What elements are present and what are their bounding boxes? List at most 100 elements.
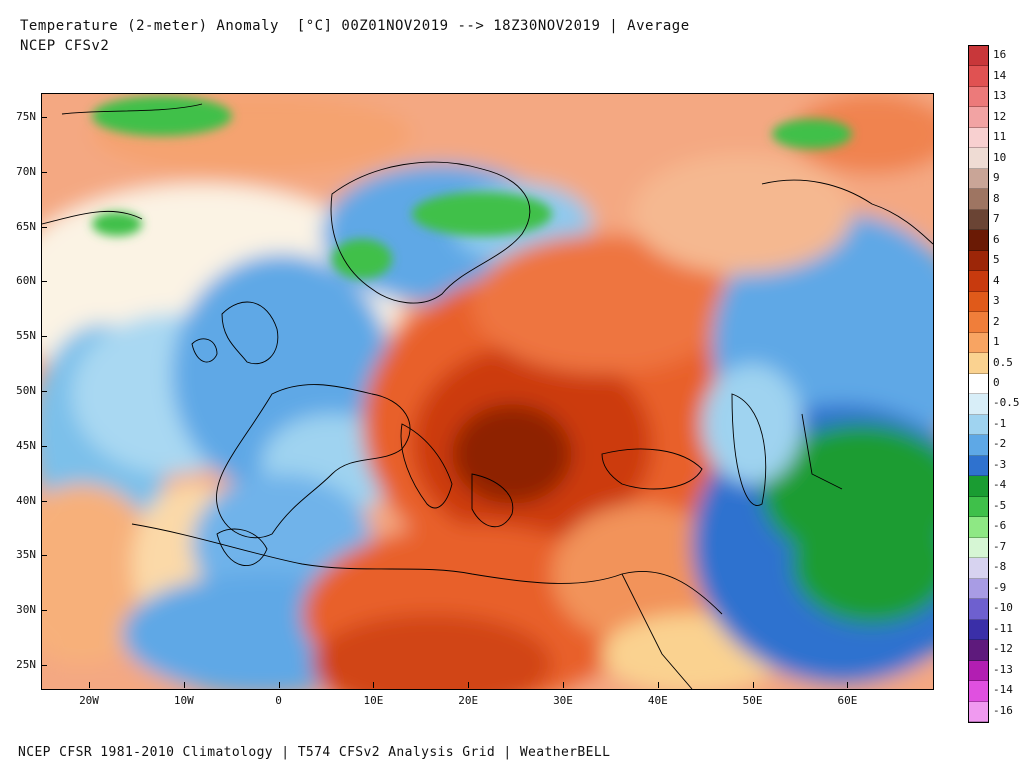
colorbar-swatch (969, 353, 988, 374)
colorbar-label: -8 (993, 560, 1007, 574)
lat-tick (41, 555, 47, 557)
anomaly-greens (92, 96, 852, 279)
lat-tick (41, 117, 47, 118)
colorbar-label: -9 (993, 580, 1007, 594)
colorbar-label: 10 (993, 150, 1007, 164)
colorbar-label: 0.5 (993, 355, 1013, 369)
colorbar-label: -5 (993, 498, 1007, 512)
colorbar-swatch (969, 250, 988, 272)
lat-tick (41, 226, 47, 228)
colorbar-label: 12 (993, 109, 1007, 123)
colorbar-swatch (969, 435, 988, 456)
lon-tick-label: 0 (275, 694, 282, 707)
colorbar-swatch (969, 209, 988, 231)
lat-tick (41, 336, 47, 338)
colorbar-swatch (969, 168, 988, 190)
colorbar-label: -11 (993, 621, 1013, 635)
lat-tick-label: 50N (16, 384, 36, 397)
colorbar-swatch (969, 189, 988, 210)
colorbar-label: 0 (993, 376, 1000, 389)
lat-tick-label: 40N (16, 493, 36, 507)
colorbar-label: 9 (993, 171, 1000, 185)
lon-tick-label: 30E (553, 694, 573, 707)
colorbar-swatch (969, 332, 988, 354)
colorbar-label: -6 (993, 519, 1007, 533)
colorbar-label: -3 (993, 457, 1007, 471)
colorbar (968, 45, 989, 723)
lon-tick (657, 682, 659, 688)
anomaly-map-svg (42, 94, 933, 689)
colorbar-label: -2 (993, 437, 1007, 451)
lon-tick (847, 682, 849, 688)
colorbar-swatch (969, 291, 988, 313)
lat-tick-label: 35N (16, 548, 36, 562)
colorbar-label: 16 (993, 48, 1007, 62)
lon-tick (373, 682, 375, 688)
lat-tick-label: 55N (16, 329, 36, 343)
colorbar-label: -16 (993, 703, 1013, 717)
colorbar-swatch (969, 660, 988, 682)
colorbar-swatch (969, 496, 988, 518)
lon-tick-label: 40E (647, 694, 668, 707)
colorbar-label: -0.5 (993, 396, 1020, 410)
colorbar-label: 13 (993, 89, 1007, 103)
colorbar-swatch (969, 517, 988, 538)
colorbar-swatch (969, 599, 988, 620)
colorbar-label: 3 (993, 294, 1000, 308)
anomaly-map (41, 93, 934, 690)
lat-tick (41, 391, 47, 392)
lat-tick (41, 610, 47, 612)
lat-tick-label: 65N (16, 219, 36, 233)
colorbar-swatch (969, 46, 988, 67)
colorbar-swatch (969, 558, 988, 579)
lon-tick-label: 60E (837, 694, 858, 707)
lat-tick-label: 70N (16, 164, 36, 178)
coastlines (42, 103, 933, 689)
lat-tick-label: 75N (16, 110, 36, 123)
lon-tick (183, 682, 185, 688)
colorbar-label: 7 (993, 212, 1000, 226)
lon-tick-label: 20E (458, 694, 479, 707)
colorbar-label: -7 (993, 539, 1007, 553)
colorbar-swatch (969, 640, 988, 661)
colorbar-swatch (969, 701, 988, 722)
colorbar-swatch (969, 148, 988, 169)
colorbar-swatch (969, 681, 988, 702)
colorbar-swatch (969, 537, 988, 559)
colorbar-swatch (969, 66, 988, 87)
lat-tick-label: 60N (16, 274, 36, 288)
colorbar-label: -4 (993, 478, 1007, 492)
lon-tick-label: 20W (79, 694, 99, 707)
colorbar-swatch (969, 312, 988, 333)
colorbar-label: -13 (993, 662, 1013, 676)
colorbar-swatch (969, 414, 988, 436)
lon-tick (278, 682, 280, 688)
colorbar-swatch (969, 127, 988, 149)
colorbar-swatch (969, 86, 988, 108)
chart-title: Temperature (2-meter) Anomaly [°C] 00Z01… (20, 18, 690, 34)
lat-tick (41, 500, 47, 502)
colorbar-label: 5 (993, 253, 1000, 267)
lat-tick-label: 45N (16, 438, 36, 452)
colorbar-label: -14 (993, 683, 1013, 697)
colorbar-swatch (969, 476, 988, 497)
colorbar-label: 4 (993, 273, 1000, 287)
lat-tick-label: 30N (16, 603, 36, 617)
anomaly-field (42, 94, 933, 689)
lon-tick-label: 10W (173, 694, 194, 707)
lat-tick (41, 665, 47, 666)
lon-tick (752, 682, 754, 688)
colorbar-label: 8 (993, 191, 1000, 205)
lon-tick (563, 682, 564, 688)
model-subtitle: NCEP CFSv2 (20, 38, 110, 54)
colorbar-label: 6 (993, 232, 1000, 246)
lon-tick (89, 682, 90, 688)
colorbar-swatch (969, 271, 988, 292)
footer-credits: NCEP CFSR 1981-2010 Climatology | T574 C… (18, 745, 611, 760)
colorbar-swatch (969, 394, 988, 415)
colorbar-swatch (969, 619, 988, 641)
lon-tick-label: 50E (742, 694, 763, 707)
colorbar-swatch (969, 578, 988, 600)
lon-tick (468, 682, 470, 688)
lat-tick-label: 25N (16, 658, 36, 671)
